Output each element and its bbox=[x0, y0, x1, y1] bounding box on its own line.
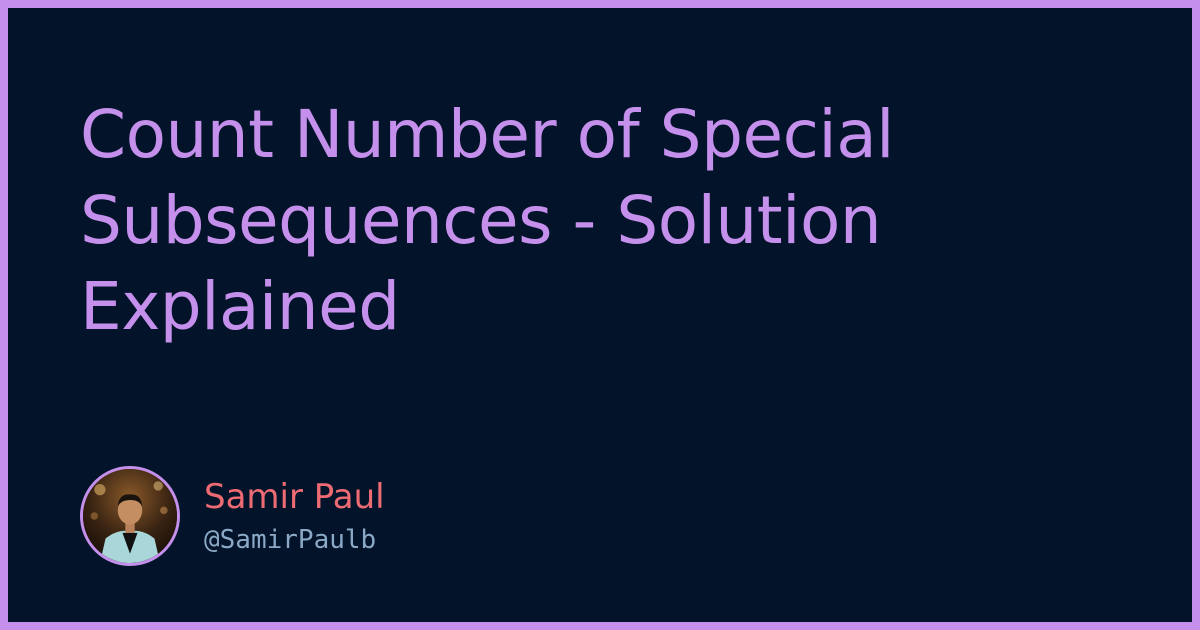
author-name: Samir Paul bbox=[204, 477, 385, 517]
page-title: Count Number of Special Subsequences - S… bbox=[80, 92, 1160, 350]
author-text: Samir Paul @SamirPaulb bbox=[204, 475, 385, 557]
author-handle: @SamirPaulb bbox=[204, 525, 377, 555]
person-photo-avatar-icon bbox=[83, 469, 177, 563]
title-line-1: Count Number of Special bbox=[80, 96, 894, 173]
title-line-2: Subsequences - Solution bbox=[80, 182, 882, 259]
avatar bbox=[80, 466, 180, 566]
author-block: Samir Paul @SamirPaulb bbox=[80, 466, 385, 566]
og-card: Count Number of Special Subsequences - S… bbox=[8, 8, 1192, 622]
title-line-3: Explained bbox=[80, 268, 400, 345]
